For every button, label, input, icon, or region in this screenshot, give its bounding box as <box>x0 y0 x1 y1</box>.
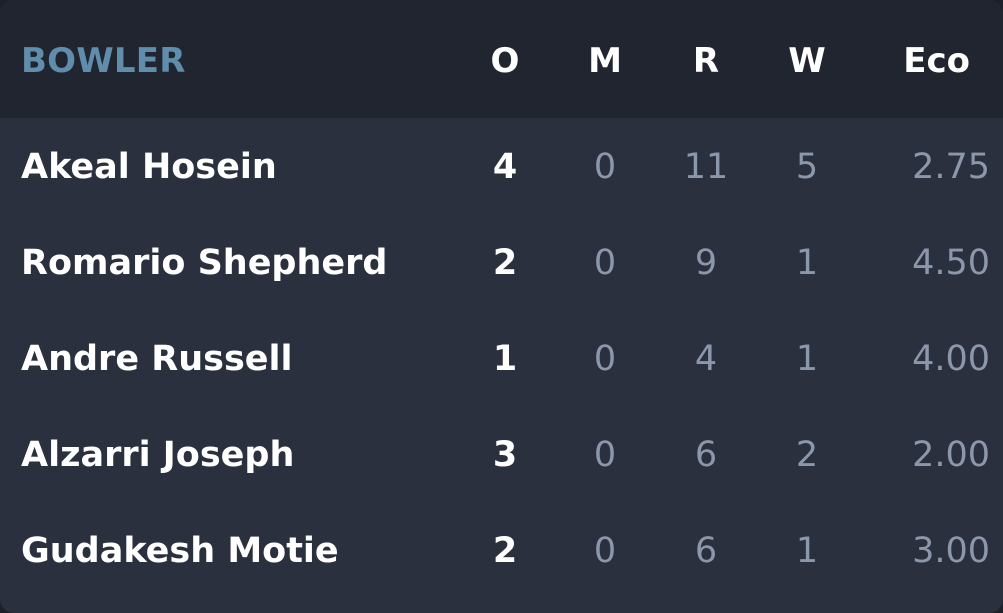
header-maidens: M <box>588 41 622 81</box>
maidens-value: 0 <box>593 339 617 379</box>
runs-value: 6 <box>694 531 718 571</box>
table-row: Alzarri Joseph 3 0 6 2 2.00 <box>0 406 1003 502</box>
overs-value: 4 <box>492 147 518 187</box>
table-header: BOWLER O M R W Eco <box>0 0 1003 118</box>
header-overs: O <box>490 41 520 81</box>
overs-value: 2 <box>492 243 518 283</box>
wickets-value: 1 <box>795 243 819 283</box>
economy-value: 2.00 <box>912 435 990 475</box>
table-row: Akeal Hosein 4 0 11 5 2.75 <box>0 118 1003 214</box>
maidens-value: 0 <box>593 435 617 475</box>
maidens-value: 0 <box>593 147 617 187</box>
overs-value: 3 <box>492 435 518 475</box>
bowler-name[interactable]: Romario Shepherd <box>21 243 388 283</box>
bowler-name[interactable]: Alzarri Joseph <box>21 435 295 475</box>
runs-value: 4 <box>694 339 718 379</box>
table-row: Gudakesh Motie 2 0 6 1 3.00 <box>0 502 1003 598</box>
wickets-value: 1 <box>795 531 819 571</box>
maidens-value: 0 <box>593 243 617 283</box>
wickets-value: 2 <box>795 435 819 475</box>
economy-value: 4.00 <box>912 339 990 379</box>
header-economy: Eco <box>903 41 970 81</box>
maidens-value: 0 <box>593 531 617 571</box>
bowler-name[interactable]: Andre Russell <box>21 339 293 379</box>
runs-value: 6 <box>694 435 718 475</box>
economy-value: 4.50 <box>912 243 990 283</box>
wickets-value: 1 <box>795 339 819 379</box>
economy-value: 3.00 <box>912 531 990 571</box>
bowler-name[interactable]: Gudakesh Motie <box>21 531 339 571</box>
economy-value: 2.75 <box>912 147 990 187</box>
wickets-value: 5 <box>795 147 819 187</box>
table-row: Romario Shepherd 2 0 9 1 4.50 <box>0 214 1003 310</box>
runs-value: 9 <box>694 243 718 283</box>
table-row: Andre Russell 1 0 4 1 4.00 <box>0 310 1003 406</box>
header-wickets: W <box>788 41 826 81</box>
overs-value: 2 <box>492 531 518 571</box>
header-bowler: BOWLER <box>21 41 186 81</box>
header-runs: R <box>692 41 720 81</box>
bowler-name[interactable]: Akeal Hosein <box>21 147 277 187</box>
overs-value: 1 <box>492 339 518 379</box>
runs-value: 11 <box>683 147 729 187</box>
